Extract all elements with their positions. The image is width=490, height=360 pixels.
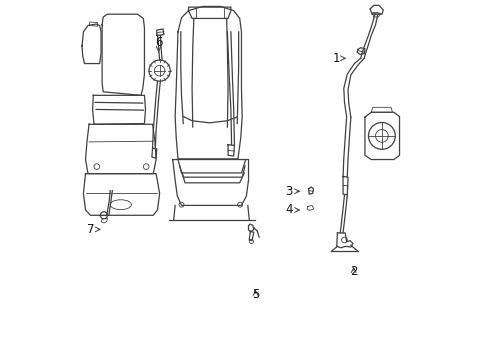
Text: 7: 7: [87, 223, 100, 236]
Text: 4: 4: [285, 203, 299, 216]
Text: 6: 6: [155, 36, 162, 52]
Text: 1: 1: [332, 52, 345, 65]
Text: 3: 3: [285, 185, 299, 198]
Text: 2: 2: [350, 265, 357, 278]
Text: 5: 5: [252, 288, 259, 301]
